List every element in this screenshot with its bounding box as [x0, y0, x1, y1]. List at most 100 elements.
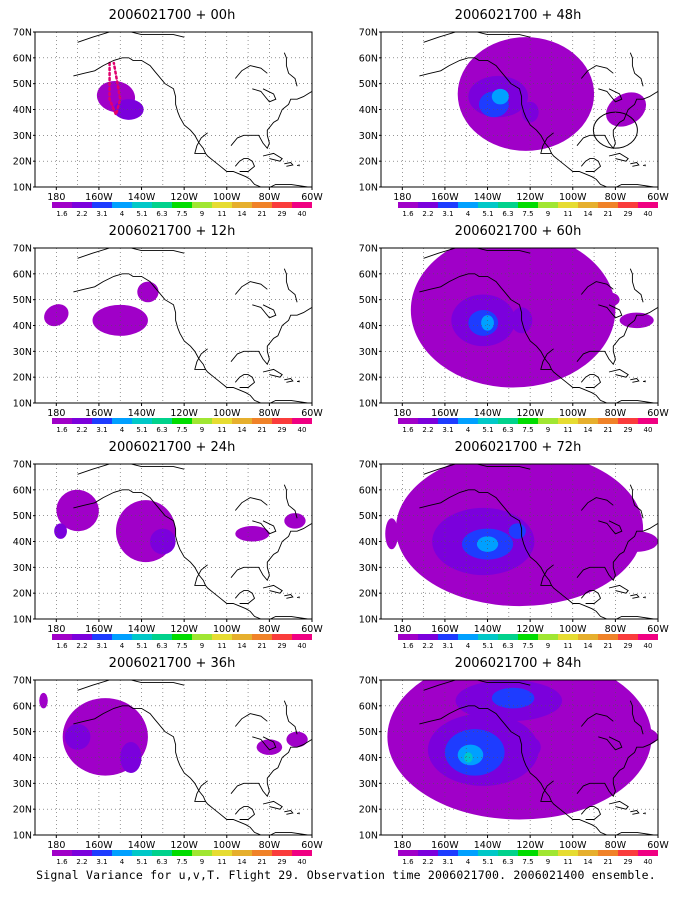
legend-swatch: [578, 850, 598, 856]
variance-contour: [256, 739, 283, 755]
lon-tick-label: 180: [393, 192, 411, 203]
lon-tick-label: 160W: [431, 408, 459, 419]
legend-swatch: [538, 850, 558, 856]
legend-swatch: [172, 202, 192, 208]
legend-swatch: [252, 418, 272, 424]
legend-label: 4: [466, 858, 471, 864]
variance-contour: [508, 523, 526, 539]
legend-label: 4: [466, 642, 471, 648]
coastline: [260, 615, 308, 619]
lat-tick-label: 70N: [13, 676, 32, 687]
map-field: [381, 464, 658, 619]
legend-swatch: [212, 634, 232, 640]
legend-label: 7.5: [522, 642, 533, 648]
legend-label: 14: [238, 426, 247, 432]
legend-label: 40: [644, 210, 653, 216]
figure-caption: Signal Variance for u,v,T. Flight 29. Ob…: [36, 868, 656, 882]
legend-swatch: [518, 202, 538, 208]
lat-tick-label: 10N: [359, 615, 378, 626]
legend-label: 9: [546, 210, 550, 216]
legend-swatch: [192, 634, 212, 640]
coastline: [234, 713, 268, 727]
variance-contour: [481, 315, 494, 331]
legend-label: 21: [604, 642, 613, 648]
panel-title: 2006021700 + 72h: [455, 440, 582, 455]
coastline: [540, 780, 554, 802]
coastline: [608, 152, 629, 162]
legend-swatch: [478, 202, 498, 208]
lat-tick-label: 40N: [359, 321, 378, 332]
legend-label: 4: [120, 210, 125, 216]
coastline: [252, 520, 277, 535]
legend-label: 1.6: [56, 210, 68, 216]
variance-contour: [385, 518, 399, 550]
legend-swatch: [252, 634, 272, 640]
coastline: [260, 399, 308, 403]
legend-swatch: [72, 202, 92, 208]
lat-tick-label: 30N: [13, 779, 32, 790]
lon-tick-label: 100W: [213, 408, 241, 419]
legend-label: 11: [564, 426, 573, 432]
legend-swatch: [578, 634, 598, 640]
variance-contour: [113, 99, 144, 120]
legend-swatch: [498, 634, 518, 640]
legend-label: 40: [644, 858, 653, 864]
lat-tick-label: 10N: [359, 399, 378, 410]
legend-label: 29: [624, 858, 633, 864]
lon-tick-label: 120W: [170, 192, 198, 203]
lon-tick-label: 160W: [431, 192, 459, 203]
coastline: [77, 464, 185, 475]
legend-swatch: [172, 634, 192, 640]
legend-swatch: [518, 634, 538, 640]
legend-label: 4: [466, 426, 471, 432]
lon-tick-label: 100W: [213, 192, 241, 203]
lon-tick-label: 100W: [559, 624, 587, 635]
legend-label: 29: [278, 642, 287, 648]
panel-title: 2006021700 + 60h: [455, 224, 582, 239]
legend-label: 9: [200, 858, 204, 864]
legend-label: 29: [278, 426, 287, 432]
legend-label: 5.1: [136, 210, 147, 216]
coastline: [230, 307, 312, 366]
legend-swatch: [132, 418, 152, 424]
lat-tick-label: 10N: [13, 831, 32, 842]
lon-tick-label: 120W: [516, 840, 544, 851]
map-field: [381, 680, 658, 835]
lat-tick-label: 70N: [359, 244, 378, 255]
panel-title: 2006021700 + 00h: [109, 8, 236, 23]
legend-swatch: [92, 634, 112, 640]
legend-label: 2.2: [76, 858, 87, 864]
legend-swatch: [578, 418, 598, 424]
legend-label: 1.6: [402, 642, 414, 648]
legend-label: 9: [200, 426, 204, 432]
coastline: [73, 57, 262, 187]
coastline: [630, 594, 640, 599]
variance-contour: [410, 248, 616, 388]
legend-label: 40: [644, 642, 653, 648]
lat-tick-label: 40N: [13, 537, 32, 548]
coastline: [284, 594, 294, 599]
lat-tick-label: 20N: [359, 805, 378, 816]
coastline: [629, 268, 644, 303]
legend-swatch: [478, 850, 498, 856]
lat-tick-label: 10N: [13, 615, 32, 626]
coastline: [194, 564, 208, 586]
legend-label: 21: [258, 426, 267, 432]
legend-swatch: [272, 202, 292, 208]
legend-swatch: [498, 202, 518, 208]
lat-tick-label: 40N: [359, 537, 378, 548]
legend-swatch: [498, 850, 518, 856]
lon-tick-label: 120W: [516, 624, 544, 635]
coastline: [606, 831, 654, 835]
coastline: [77, 680, 185, 691]
legend-swatch: [232, 850, 252, 856]
coastline: [540, 564, 554, 586]
legend-label: 6.3: [156, 426, 167, 432]
coastline: [194, 780, 208, 802]
lat-tick-label: 60N: [359, 53, 378, 64]
coastline: [642, 812, 646, 815]
legend-label: 6.3: [156, 642, 167, 648]
legend-swatch: [192, 418, 212, 424]
lon-tick-label: 180: [47, 408, 65, 419]
lon-tick-label: 60W: [301, 192, 323, 203]
